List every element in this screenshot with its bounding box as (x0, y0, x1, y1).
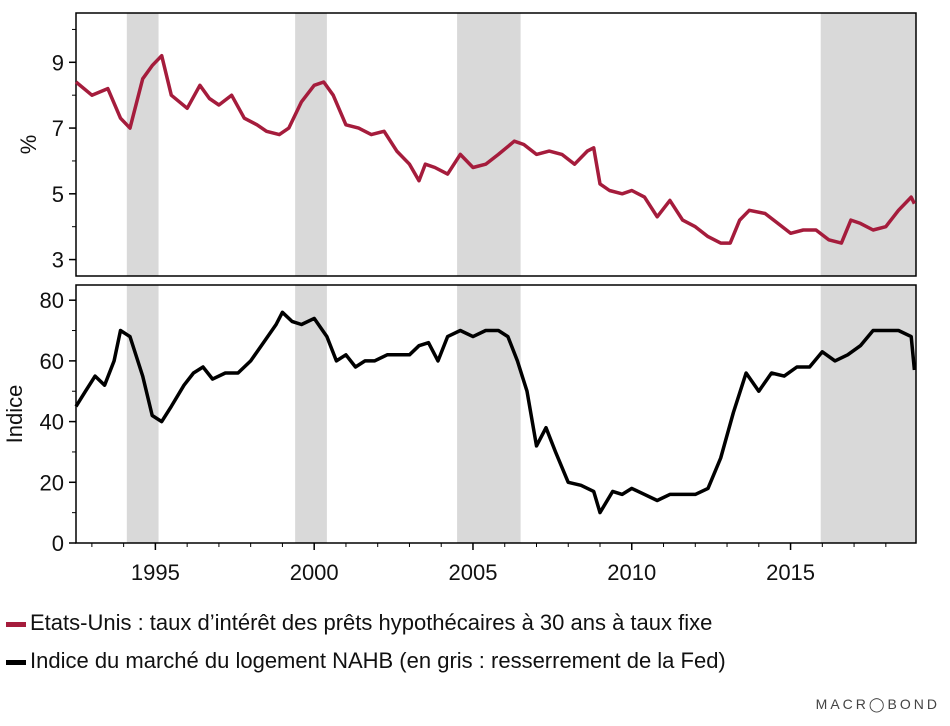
macrobond-logo: MACR◯BOND (815, 696, 940, 712)
y-tick-label-0-3: 9 (52, 50, 64, 75)
y-axis-label-1: Indice (2, 385, 27, 444)
legend-swatch-red (6, 621, 26, 627)
panel-frame-1 (75, 284, 917, 544)
legend-swatch-black (6, 659, 26, 665)
y-tick-label-1-4: 80 (40, 288, 64, 313)
shaded-period-0-0 (126, 13, 159, 276)
y-tick-label-1-0: 0 (52, 531, 64, 556)
y-tick-label-1-1: 20 (40, 470, 64, 495)
legend-label-mortgage-rate: Etats-Unis : taux d’intérêt des prêts hy… (30, 610, 713, 635)
shaded-period-1-3 (820, 285, 916, 543)
legend-item-mortgage-rate: Etats-Unis : taux d’intérêt des prêts hy… (6, 610, 712, 636)
legend-label-nahb-index: Indice du marché du logement NAHB (en gr… (30, 648, 726, 673)
y-tick-label-0-0: 3 (52, 248, 64, 273)
shaded-period-0-1 (295, 13, 327, 276)
panel-frame-0 (75, 12, 917, 277)
legend-item-nahb-index: Indice du marché du logement NAHB (en gr… (6, 648, 726, 674)
shaded-period-1-0 (126, 285, 159, 543)
y-tick-label-1-3: 60 (40, 349, 64, 374)
x-tick-label-3: 2010 (607, 560, 656, 585)
shaded-period-1-2 (457, 285, 521, 543)
x-tick-label-2: 2005 (448, 560, 497, 585)
y-tick-label-1-2: 40 (40, 410, 64, 435)
y-axis-label-0: % (16, 135, 41, 155)
x-tick-label-0: 1995 (131, 560, 180, 585)
series-line-1-0 (74, 310, 917, 515)
y-tick-label-0-2: 7 (52, 116, 64, 141)
y-tick-label-0-1: 5 (52, 182, 64, 207)
series-line-0-0 (74, 53, 916, 245)
x-tick-label-1: 2000 (290, 560, 339, 585)
x-tick-label-4: 2015 (766, 560, 815, 585)
chart-area: 3 5 7 9% 0 20 40 60 80 Indice 1995 2000 2005 2010 2015 (2, 12, 917, 585)
shaded-period-0-3 (820, 13, 916, 276)
